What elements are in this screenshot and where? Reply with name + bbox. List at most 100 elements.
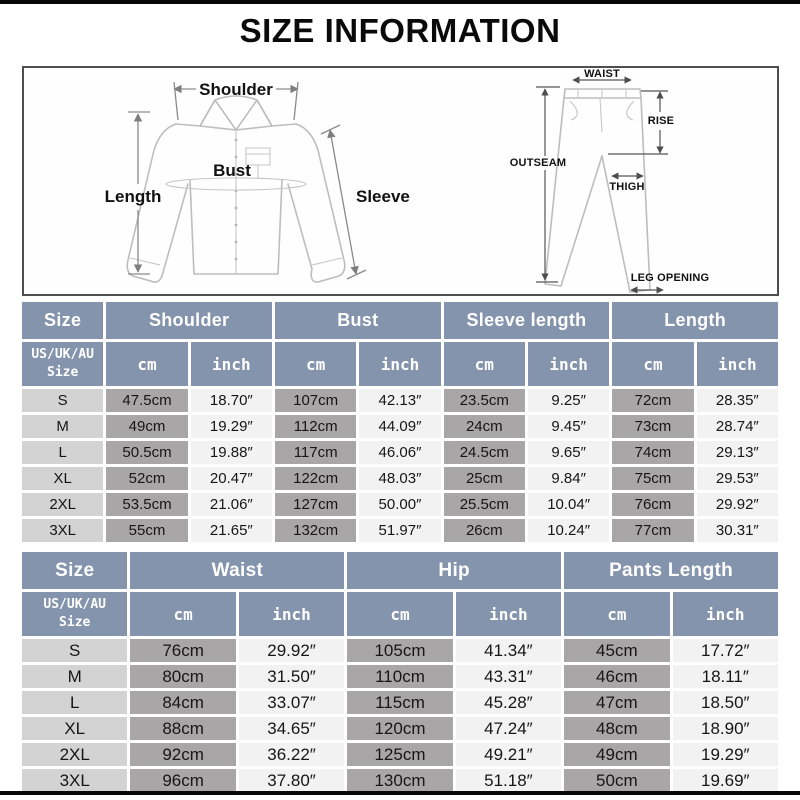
- cm-value-cell: 110cm: [347, 665, 453, 688]
- size-cell: 3XL: [22, 769, 128, 792]
- pants-leg-opening-label: LEG OPENING: [631, 272, 710, 284]
- cm-value-cell: 26cm: [443, 519, 525, 542]
- shirt-left-sleeve-outline: [126, 99, 216, 283]
- shirt-bust-label: Bust: [213, 161, 251, 180]
- cm-value-cell: 49cm: [106, 415, 188, 438]
- bottoms-size-standard: US/UK/AU Size: [22, 592, 128, 636]
- tops-size-standard: US/UK/AU Size: [22, 342, 104, 386]
- unit-cm-header: cm: [274, 342, 357, 386]
- size-cell: M: [22, 665, 128, 688]
- shirt-bust-line: [165, 177, 307, 191]
- bottoms-header-pants-length: Pants Length: [564, 552, 778, 589]
- inch-value-cell: 10.04″: [527, 493, 610, 516]
- shirt-shoulder-label: Shoulder: [199, 80, 273, 99]
- pants-fly: [599, 97, 603, 133]
- inch-value-cell: 28.74″: [696, 415, 778, 438]
- pants-pockets: [569, 100, 635, 121]
- inch-value-cell: 28.35″: [696, 389, 778, 412]
- inch-value-cell: 44.09″: [359, 415, 441, 438]
- size-standard-line1: US/UK/AU: [31, 346, 94, 362]
- cm-value-cell: 75cm: [612, 467, 694, 490]
- inch-value-cell: 36.22″: [238, 743, 345, 766]
- table-row: 2XL 92cm 36.22″ 125cm 49.21″ 49cm 19.29″: [22, 743, 778, 766]
- unit-inch-header: inch: [359, 342, 441, 386]
- inch-value-cell: 50.00″: [359, 493, 441, 516]
- bottoms-size-table: Size Waist Hip Pants Length US/UK/AU Siz…: [19, 549, 781, 795]
- cm-value-cell: 80cm: [130, 665, 236, 688]
- unit-cm-header: cm: [443, 342, 525, 386]
- cm-value-cell: 130cm: [347, 769, 453, 792]
- cm-value-cell: 77cm: [612, 519, 694, 542]
- bottoms-header-hip: Hip: [347, 552, 562, 589]
- cm-value-cell: 74cm: [612, 441, 694, 464]
- cm-value-cell: 49cm: [564, 743, 670, 766]
- measurement-diagram-box: Shoulder Length Bust Sleeve: [22, 66, 779, 296]
- tops-header-sleeve-length: Sleeve length: [443, 302, 610, 339]
- cm-value-cell: 115cm: [347, 691, 453, 714]
- shirt-sleeve-label: Sleeve: [356, 187, 410, 206]
- inch-value-cell: 19.29″: [672, 743, 778, 766]
- sleeve-tick-top: [320, 124, 341, 135]
- unit-cm-header: cm: [564, 592, 670, 636]
- unit-inch-header: inch: [238, 592, 345, 636]
- shoulder-tick-right: [293, 81, 299, 121]
- inch-value-cell: 18.70″: [190, 389, 272, 412]
- inch-value-cell: 29.92″: [238, 639, 345, 662]
- inch-value-cell: 47.24″: [455, 717, 562, 740]
- cm-value-cell: 105cm: [347, 639, 453, 662]
- table-row: S 76cm 29.92″ 105cm 41.34″ 45cm 17.72″: [22, 639, 778, 662]
- cm-value-cell: 24.5cm: [443, 441, 525, 464]
- size-standard-line1: US/UK/AU: [43, 596, 107, 612]
- cm-value-cell: 50.5cm: [106, 441, 188, 464]
- cm-value-cell: 88cm: [130, 717, 236, 740]
- inch-value-cell: 19.69″: [672, 769, 778, 792]
- pants-right-leg: [601, 97, 651, 293]
- size-standard-line2: Size: [47, 365, 79, 380]
- cm-value-cell: 23.5cm: [443, 389, 525, 412]
- inch-value-cell: 33.07″: [238, 691, 345, 714]
- inch-value-cell: 31.50″: [238, 665, 345, 688]
- shirt-measurement-diagram: Shoulder Length Bust Sleeve: [105, 80, 410, 283]
- size-cell: XL: [22, 467, 104, 490]
- table-row: 2XL 53.5cm 21.06″ 127cm 50.00″ 25.5cm 10…: [22, 493, 778, 516]
- inch-value-cell: 21.65″: [190, 519, 272, 542]
- inch-value-cell: 48.03″: [359, 467, 441, 490]
- inch-value-cell: 41.34″: [455, 639, 562, 662]
- cm-value-cell: 48cm: [564, 717, 670, 740]
- pants-waist-label: WAIST: [584, 68, 620, 80]
- inch-value-cell: 37.80″: [238, 769, 345, 792]
- table-row: L 84cm 33.07″ 115cm 45.28″ 47cm 18.50″: [22, 691, 778, 714]
- unit-inch-header: inch: [672, 592, 778, 636]
- size-cell: S: [22, 389, 104, 412]
- table-row: XL 52cm 20.47″ 122cm 48.03″ 25cm 9.84″ 7…: [22, 467, 778, 490]
- shirt-pocket: [245, 147, 271, 178]
- tops-unit-header-row: US/UK/AU Size cm inch cm inch cm inch cm…: [22, 342, 778, 386]
- cm-value-cell: 122cm: [274, 467, 357, 490]
- cm-value-cell: 107cm: [274, 389, 357, 412]
- size-cell: M: [22, 415, 104, 438]
- shirt-length-label: Length: [105, 187, 162, 206]
- pants-rise-label: RISE: [648, 115, 674, 127]
- inch-value-cell: 29.92″: [696, 493, 778, 516]
- table-row: 3XL 96cm 37.80″ 130cm 51.18″ 50cm 19.69″: [22, 769, 778, 792]
- unit-inch-header: inch: [696, 342, 778, 386]
- cm-value-cell: 72cm: [612, 389, 694, 412]
- shoulder-tick-left: [173, 81, 179, 121]
- unit-cm-header: cm: [612, 342, 694, 386]
- inch-value-cell: 45.28″: [455, 691, 562, 714]
- cm-value-cell: 127cm: [274, 493, 357, 516]
- pants-belt-loops: [577, 89, 627, 98]
- cm-value-cell: 46cm: [564, 665, 670, 688]
- inch-value-cell: 18.11″: [672, 665, 778, 688]
- bottoms-unit-header-row: US/UK/AU Size cm inch cm inch cm inch: [22, 592, 778, 636]
- inch-value-cell: 19.88″: [190, 441, 272, 464]
- size-cell: S: [22, 639, 128, 662]
- size-standard-line2: Size: [59, 615, 91, 630]
- cm-value-cell: 96cm: [130, 769, 236, 792]
- size-cell: XL: [22, 717, 128, 740]
- unit-cm-header: cm: [130, 592, 236, 636]
- cm-value-cell: 125cm: [347, 743, 453, 766]
- shirt-buttons: [234, 138, 238, 261]
- cm-value-cell: 84cm: [130, 691, 236, 714]
